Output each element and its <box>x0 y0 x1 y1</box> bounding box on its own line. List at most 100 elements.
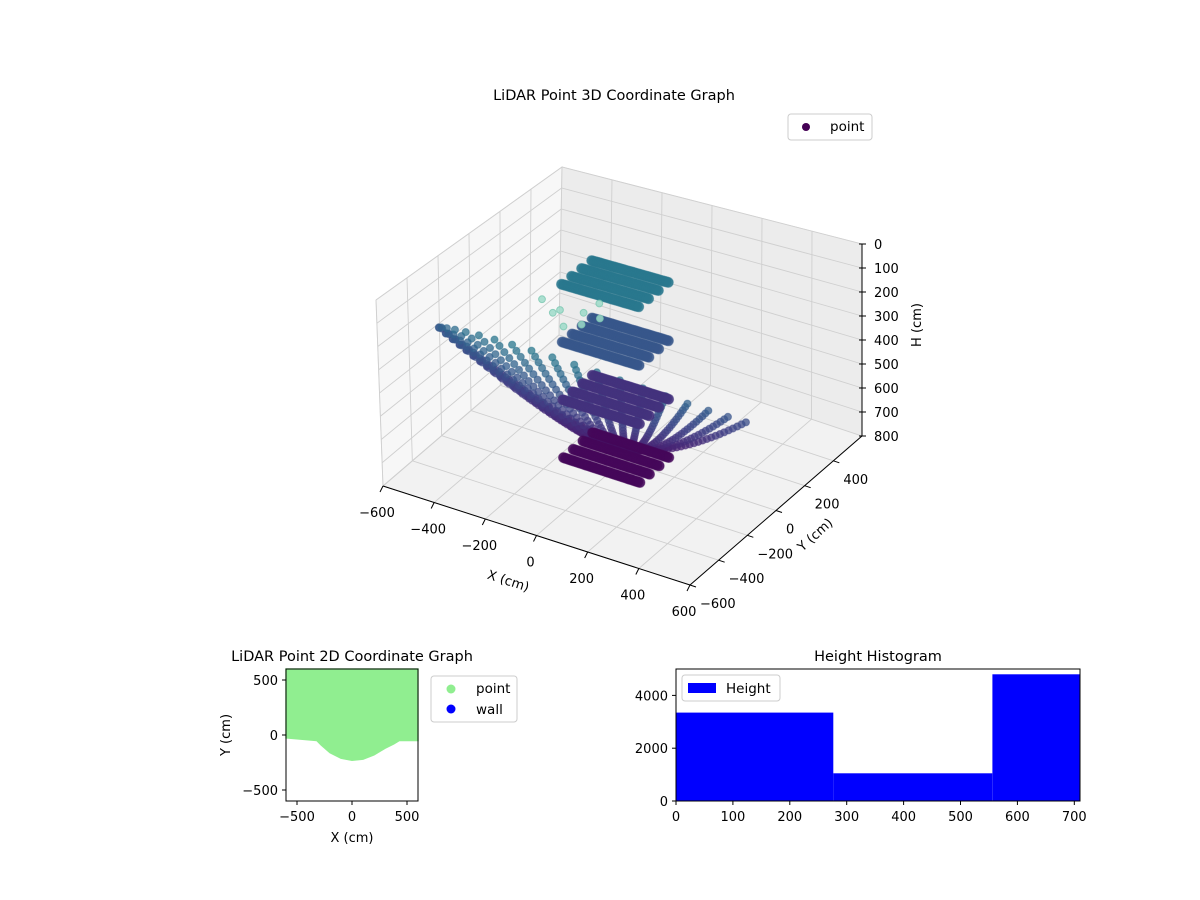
chart-3d-point <box>529 370 538 379</box>
chart-3d-z-tick-label: 800 <box>874 430 899 445</box>
chart-3d-y-tick <box>833 460 840 464</box>
chart-3d-point <box>525 364 534 373</box>
chart-3d-point <box>741 418 751 427</box>
chart-hist-x-tick-label: 100 <box>720 810 745 825</box>
chart-2d-x-ticks: −500 0 500 <box>279 801 419 825</box>
chart-3d-z-gridline <box>380 271 863 417</box>
chart-3d-outlier-point <box>556 306 564 314</box>
chart-3d-x-tick-label: −200 <box>461 539 497 554</box>
chart-3d-x-tick <box>584 551 589 559</box>
chart-3d-x-tick-label: 0 <box>526 556 534 571</box>
chart-3d-point <box>643 410 655 422</box>
chart-2d-x-label: X (cm) <box>331 831 374 846</box>
chart-3d-z-gridline <box>380 292 863 440</box>
chart-2d-legend-marker-wall <box>446 704 456 714</box>
chart-3d-point <box>502 362 511 371</box>
chart-hist-bar <box>833 773 993 801</box>
chart-2d-y-tick-label: 0 <box>270 729 278 744</box>
chart-3d-y-tick-label: −200 <box>757 547 793 562</box>
chart-2d-scatter: LiDAR Point 2D Coordinate Graph −500 0 500… <box>219 649 518 846</box>
chart-3d-point <box>633 359 645 371</box>
chart-hist-y-ticks: 0 2000 4000 <box>635 689 676 810</box>
chart-3d-point <box>496 356 505 365</box>
chart-3d-z-tick-label: 600 <box>874 382 899 397</box>
chart-3d-y-tick <box>718 559 725 563</box>
chart-3d-outlier-point <box>548 308 557 317</box>
chart-hist-y-tick-label: 2000 <box>635 742 668 757</box>
chart-3d-point <box>643 293 655 305</box>
chart-hist-x-ticks: 0 100 200 300 400 500 600 700 <box>672 801 1087 825</box>
chart-3d-x-tick <box>686 584 691 592</box>
chart-3d-point <box>513 373 522 382</box>
chart-3d-point <box>520 358 530 367</box>
chart-hist-legend: Height <box>681 674 781 702</box>
chart-3d-point <box>643 351 655 363</box>
chart-hist-x-tick-label: 500 <box>948 810 973 825</box>
chart-hist-x-tick-label: 300 <box>834 810 859 825</box>
chart-3d-point <box>570 360 579 369</box>
chart-3d-x-tick-label: 600 <box>672 605 697 620</box>
chart-3d-point <box>723 412 733 421</box>
chart-hist-legend-label: Height <box>726 681 771 697</box>
chart-2d-x-tick-label: 500 <box>395 810 420 825</box>
chart-3d-x-tick <box>430 502 435 509</box>
chart-3d-z-tick-label: 400 <box>874 334 899 349</box>
chart-3d-x-tick-label: 400 <box>620 589 645 604</box>
chart-2d-legend-label-wall: wall <box>476 702 503 718</box>
chart-3d-y-tick <box>804 485 811 489</box>
chart-3d-point <box>473 340 482 349</box>
chart-3d-z-gridline <box>377 208 863 347</box>
chart-hist-bar <box>676 712 834 801</box>
chart-3d-outlier-point <box>577 320 586 329</box>
chart-2d-y-tick-label: 500 <box>253 674 278 689</box>
chart-3d-z-gridline <box>381 313 863 464</box>
chart-3d-x-tick <box>635 568 640 575</box>
chart-3d-point <box>529 382 538 391</box>
chart-3d-z-gridline <box>382 334 863 487</box>
chart-2d-point-cloud <box>285 668 419 762</box>
chart-hist-legend-box <box>681 674 781 702</box>
chart-3d-x-tick <box>533 535 537 542</box>
chart-3d-outlier-point <box>559 322 568 331</box>
chart-3d-x-tick <box>379 485 384 493</box>
chart-3d-scatter: LiDAR Point 3D Coordinate Graph −600 −400… <box>359 88 925 620</box>
chart-2d-points-area <box>285 668 419 762</box>
chart-3d-z-gridline <box>375 166 863 301</box>
chart-histogram: Height Histogram 0 100 200 300 400 500 600 700 … <box>635 649 1087 825</box>
chart-hist-x-tick-label: 700 <box>1062 810 1087 825</box>
chart-2d-title: LiDAR Point 2D Coordinate Graph <box>231 649 473 665</box>
chart-3d-point <box>480 337 489 346</box>
chart-3d-point <box>442 324 451 333</box>
chart-3d-point <box>485 343 495 353</box>
chart-2d-legend-label-point: point <box>476 681 510 697</box>
chart-3d-z-tick-label: 300 <box>874 310 899 325</box>
chart-3d-z-gridline <box>378 229 863 371</box>
chart-3d-point <box>683 399 692 408</box>
chart-3d-grid <box>375 166 863 586</box>
chart-3d-point <box>467 334 476 343</box>
chart-3d-title: LiDAR Point 3D Coordinate Graph <box>493 88 735 104</box>
chart-3d-point <box>510 360 519 369</box>
chart-3d-point <box>533 375 542 384</box>
chart-2d-x-tick-label: −500 <box>279 810 315 825</box>
chart-3d-point <box>524 377 533 386</box>
chart-3d-y-tick-label: 200 <box>815 498 840 513</box>
chart-3d-z-ticks: 0 100 200 300 400 500 600 700 800 <box>859 238 899 445</box>
chart-3d-point <box>527 346 536 355</box>
chart-3d-z-tick-label: 200 <box>874 286 899 301</box>
chart-hist-y-tick-label: 0 <box>660 795 668 810</box>
chart-2d-y-tick-label: −500 <box>242 784 278 799</box>
chart-3d-y-tick-label: 400 <box>843 473 868 488</box>
chart-3d-point <box>514 365 524 374</box>
chart-2d-x-tick-label: 0 <box>348 810 356 825</box>
chart-3d-point <box>474 331 483 340</box>
chart-2d-legend: point wall <box>430 675 518 723</box>
chart-hist-x-tick-label: 200 <box>777 810 802 825</box>
chart-3d-point <box>653 401 665 413</box>
chart-3d-point <box>663 393 675 405</box>
chart-3d-point <box>479 346 488 356</box>
chart-2d-y-ticks: −500 0 500 <box>242 674 286 799</box>
chart-3d-legend-marker <box>802 123 810 131</box>
